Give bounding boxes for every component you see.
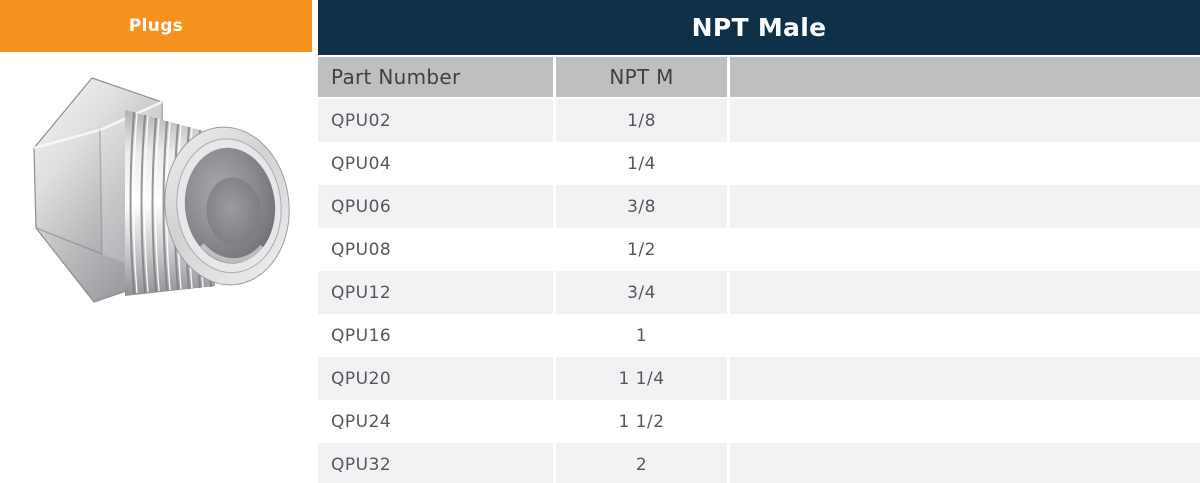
npt-size-cell: 1/2 [556,228,730,271]
part-number-cell: QPU12 [318,271,556,314]
column-header-empty [730,57,1197,97]
part-number-cell: QPU20 [318,357,556,400]
part-number-cell: QPU32 [318,443,556,483]
empty-cell [730,99,1197,142]
column-header-part-number: Part Number [318,57,556,97]
npt-size-cell: 2 [556,443,730,483]
category-tab-plugs: Plugs [0,0,312,52]
table-header-row: Part Number NPT M [318,57,1200,97]
empty-cell [730,228,1197,271]
npt-size-cell: 1 1/2 [556,400,730,443]
part-number-cell: QPU16 [318,314,556,357]
part-number-cell: QPU02 [318,99,556,142]
part-number-cell: QPU04 [318,142,556,185]
empty-cell [730,314,1197,357]
npt-size-cell: 1/4 [556,142,730,185]
empty-cell [730,400,1197,443]
npt-size-cell: 3/8 [556,185,730,228]
category-tab-label: Plugs [128,16,184,36]
npt-size-cell: 3/4 [556,271,730,314]
npt-size-cell: 1/8 [556,99,730,142]
section-banner: NPT Male [318,0,1200,55]
hex-plug-illustration [33,77,290,303]
part-number-cell: QPU24 [318,400,556,443]
empty-cell [730,271,1197,314]
empty-cell [730,185,1197,228]
npt-size-cell: 1 1/4 [556,357,730,400]
table-row: QPU02 1/8 [318,99,1200,142]
empty-cell [730,443,1197,483]
part-number-cell: QPU06 [318,185,556,228]
table-row: QPU04 1/4 [318,142,1200,185]
section-title: NPT Male [691,13,827,42]
empty-cell [730,142,1197,185]
table-row: QPU16 1 [318,314,1200,357]
table-row: QPU08 1/2 [318,228,1200,271]
table-row: QPU24 1 1/2 [318,400,1200,443]
column-header-npt-m: NPT M [556,57,730,97]
part-number-cell: QPU08 [318,228,556,271]
empty-cell [730,357,1197,400]
npt-size-cell: 1 [556,314,730,357]
product-image-plug [30,72,310,308]
spec-table: Part Number NPT M QPU02 1/8 QPU04 1/4 QP… [318,57,1200,483]
table-row: QPU12 3/4 [318,271,1200,314]
table-row: QPU20 1 1/4 [318,357,1200,400]
table-row: QPU32 2 [318,443,1200,483]
table-row: QPU06 3/8 [318,185,1200,228]
